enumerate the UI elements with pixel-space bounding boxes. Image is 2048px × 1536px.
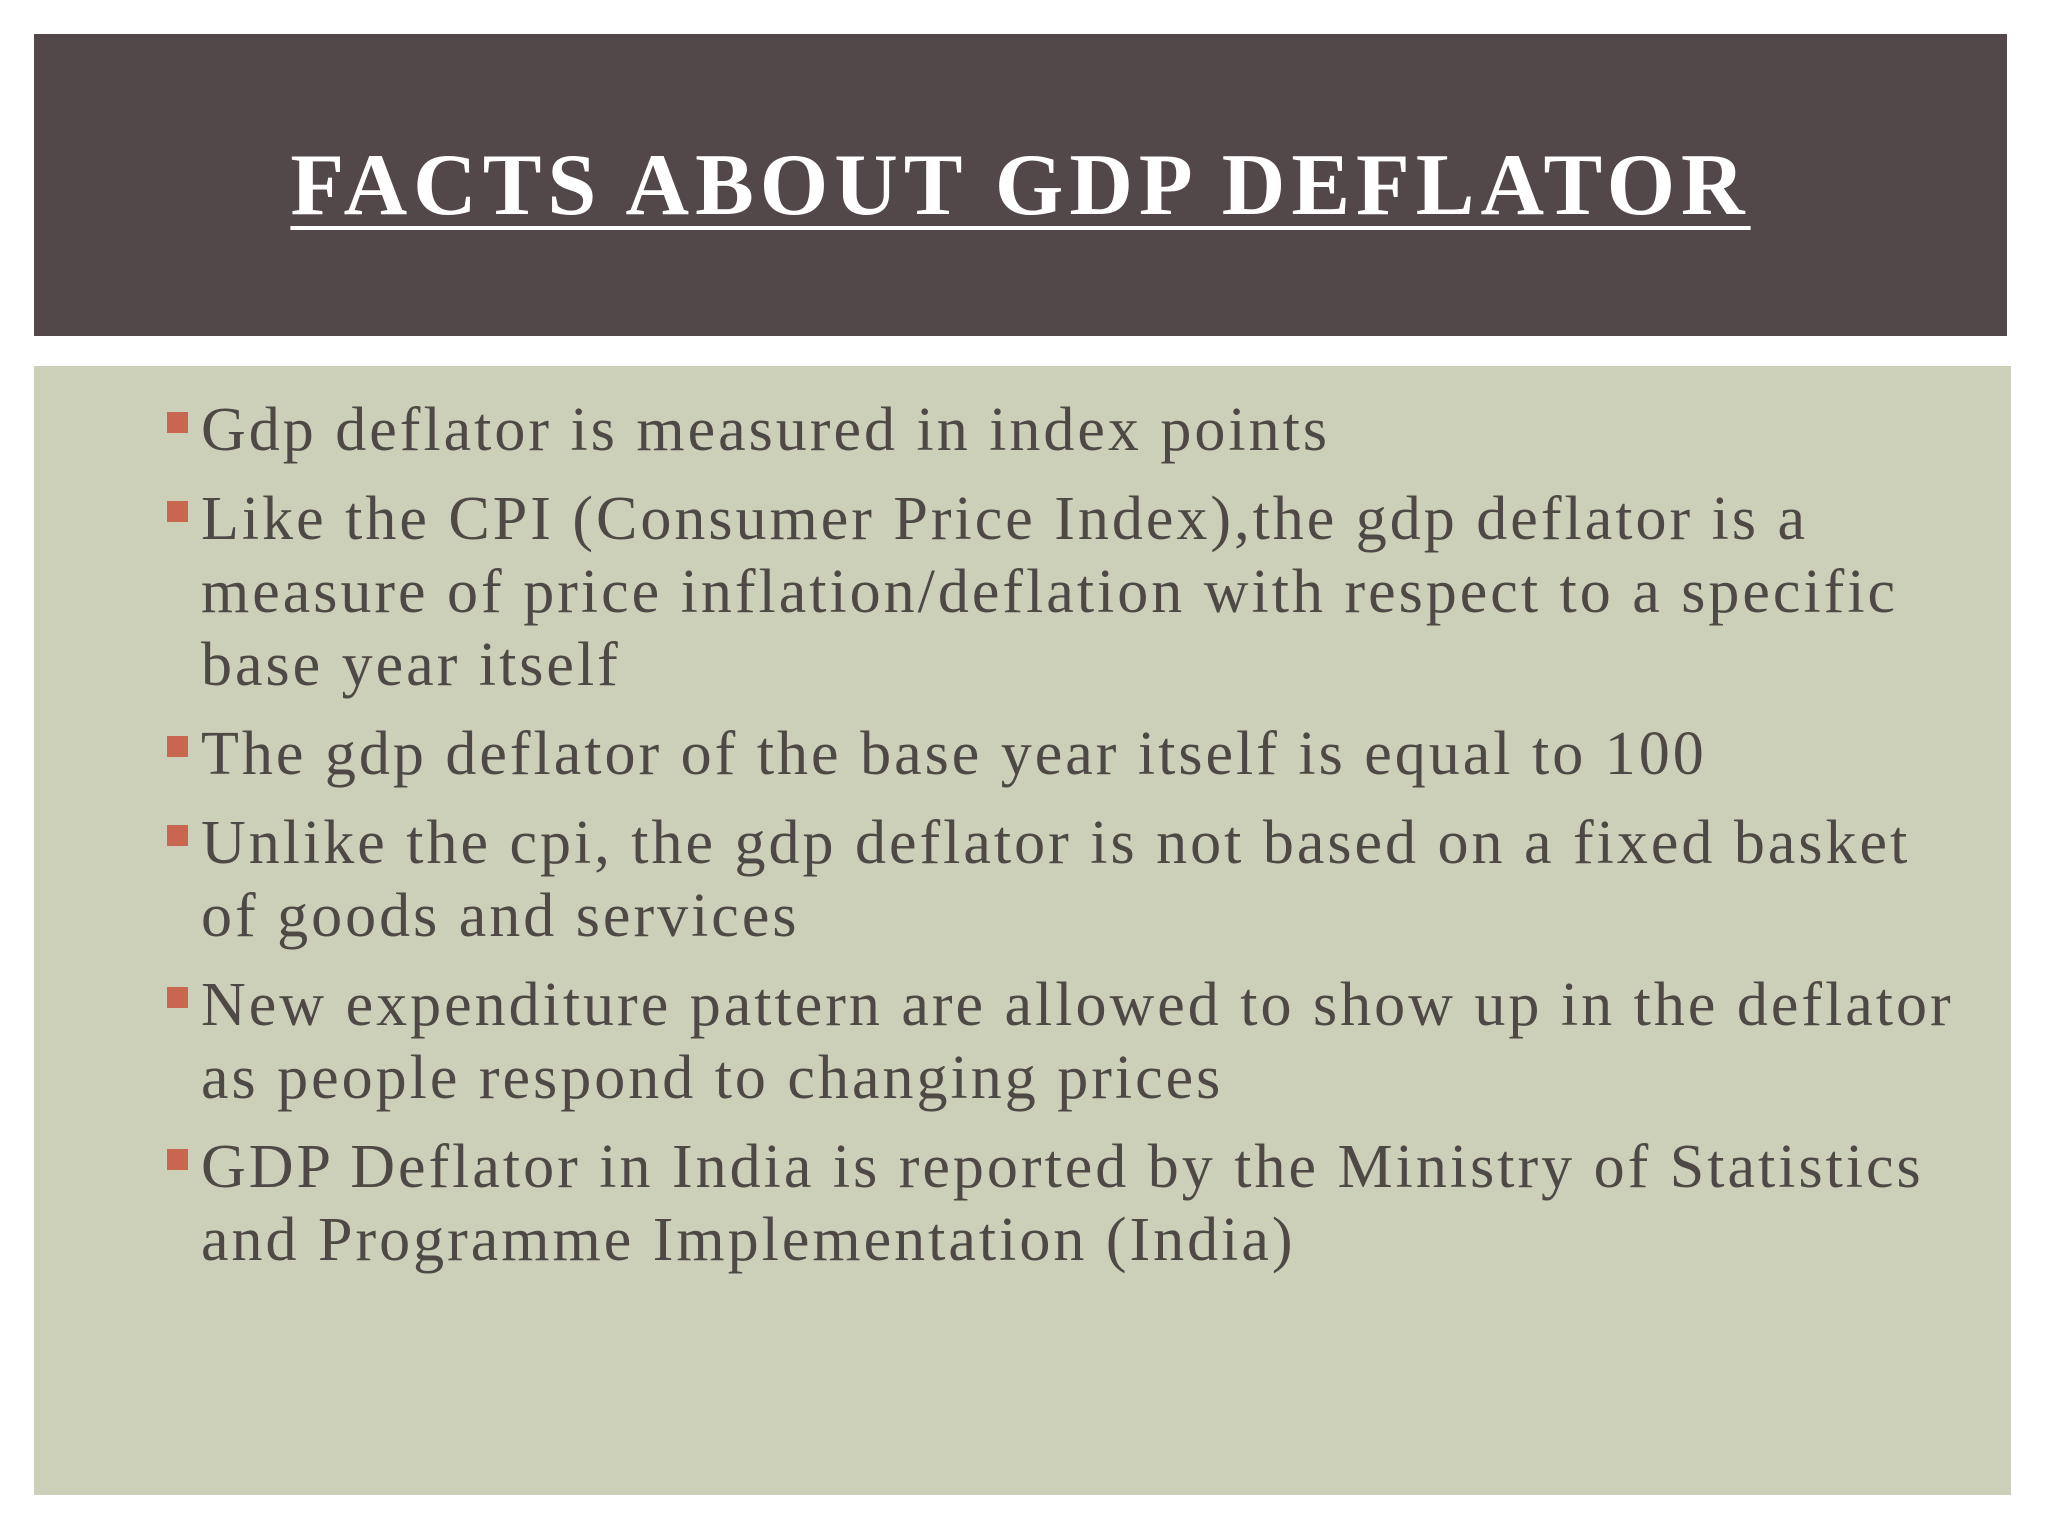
bullet-text: Like the CPI (Consumer Price Index),the … [201,485,1899,699]
bullet-item: New expenditure pattern are allowed to s… [167,969,1967,1115]
bullet-text: The gdp deflator of the base year itself… [201,720,1707,788]
bullet-marker [167,1149,188,1170]
bullet-text: New expenditure pattern are allowed to s… [201,971,1954,1112]
bullet-marker [167,825,188,846]
bullet-text: Gdp deflator is measured in index points [201,396,1331,464]
bullet-text: GDP Deflator in India is reported by the… [201,1133,1924,1274]
bullet-marker [167,501,188,522]
bullet-marker [167,736,188,757]
bullet-item: Gdp deflator is measured in index points [167,394,1967,467]
bullet-list: Gdp deflator is measured in index points… [167,394,1967,1293]
title: FACTS ABOUT GDP DEFLATOR [290,136,1751,234]
header-band: FACTS ABOUT GDP DEFLATOR [34,34,2007,336]
bullet-item: Like the CPI (Consumer Price Index),the … [167,483,1967,702]
bullet-item: Unlike the cpi, the gdp deflator is not … [167,807,1967,953]
content-panel: Gdp deflator is measured in index points… [34,366,2011,1495]
bullet-item: GDP Deflator in India is reported by the… [167,1131,1967,1277]
bullet-text: Unlike the cpi, the gdp deflator is not … [201,809,1911,950]
bullet-marker [167,987,188,1008]
bullet-marker [167,412,188,433]
bullet-item: The gdp deflator of the base year itself… [167,718,1967,791]
